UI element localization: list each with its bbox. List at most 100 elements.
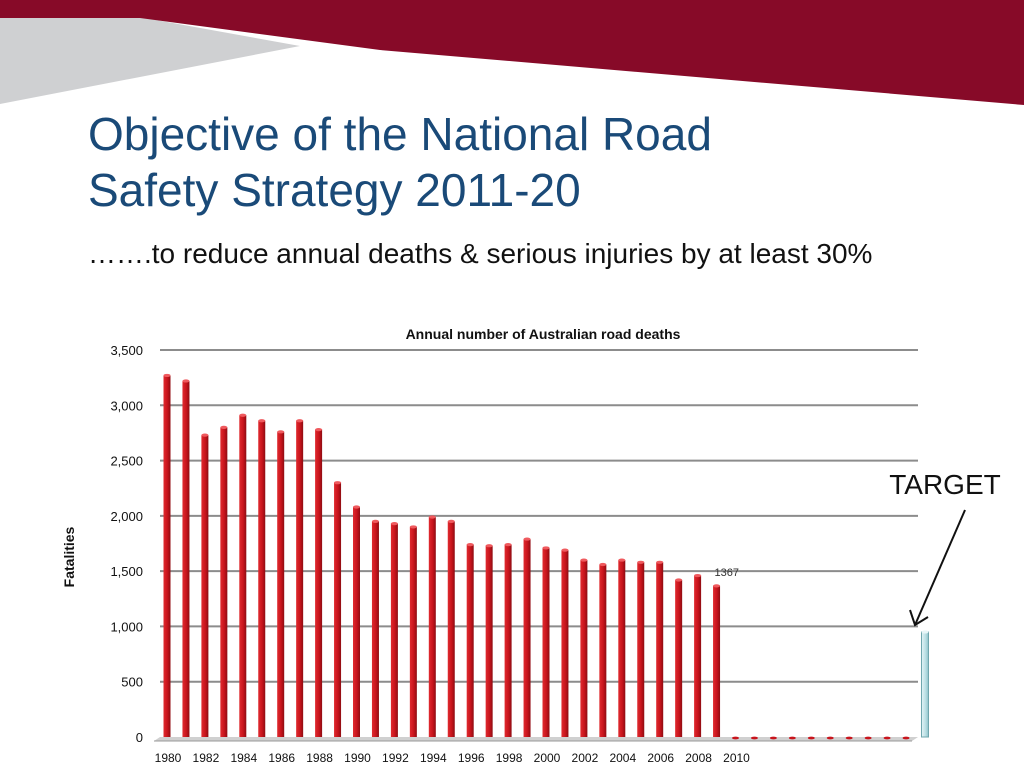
bar-cap	[258, 419, 266, 423]
y-tick-label: 1,500	[110, 564, 143, 579]
bar	[258, 420, 266, 737]
empty-bar-marker	[902, 736, 910, 740]
bar	[656, 562, 664, 737]
bar	[580, 560, 588, 737]
data-label: 1367	[715, 567, 739, 579]
empty-bar-marker	[864, 736, 872, 740]
bar-cap	[315, 428, 323, 432]
header-banner	[0, 0, 1024, 105]
target-bar-cap	[921, 630, 929, 634]
slide-subtitle: …….to reduce annual deaths & serious inj…	[88, 238, 873, 269]
empty-bar-marker	[845, 736, 853, 740]
slide-title-line-1: Objective of the National Road	[88, 108, 712, 160]
bar-cap	[353, 505, 360, 509]
bar-cap	[201, 433, 209, 437]
bar-cap	[637, 560, 645, 564]
empty-bar-marker	[788, 736, 796, 740]
target-label: TARGET	[889, 469, 1000, 500]
x-tick-label: 1982	[193, 751, 220, 765]
target-arrow-head	[909, 609, 929, 627]
bar	[315, 429, 323, 737]
bar-cap	[466, 543, 474, 547]
empty-bar-marker	[883, 736, 891, 740]
y-tick-label: 2,500	[110, 454, 143, 469]
y-tick-label: 3,500	[110, 343, 143, 358]
x-tick-label: 1992	[382, 751, 409, 765]
bar	[409, 526, 417, 737]
floor-plane	[154, 737, 918, 741]
bar-cap	[694, 573, 702, 578]
bar	[466, 544, 474, 737]
x-tick-label: 2006	[647, 751, 674, 765]
bar-cap	[580, 558, 588, 562]
x-tick-label: 1984	[230, 751, 257, 765]
bar-cap	[618, 558, 626, 562]
banner-red-band	[0, 0, 1024, 105]
bar-cap	[504, 543, 512, 547]
empty-bar-marker	[826, 736, 834, 740]
empty-bar-marker	[807, 736, 815, 740]
bar-cap	[485, 544, 493, 548]
bar	[334, 482, 342, 737]
target-arrow-shaft	[914, 509, 966, 626]
bar-cap	[220, 425, 228, 429]
y-tick-label: 3,000	[110, 398, 143, 413]
x-tick-label: 2008	[685, 751, 712, 765]
y-tick-label: 500	[121, 675, 143, 690]
bar	[523, 539, 531, 737]
bar-cap	[542, 546, 550, 550]
x-tick-label: 1988	[306, 751, 333, 765]
bar-cap	[447, 519, 455, 523]
bar-cap	[428, 515, 436, 519]
bar	[618, 560, 626, 737]
bar-cap	[296, 419, 304, 423]
bar-cap	[599, 562, 607, 567]
bar	[504, 544, 512, 737]
chart-title: Annual number of Australian road deaths	[406, 326, 681, 342]
bar-cap	[371, 519, 379, 523]
bar	[637, 562, 645, 737]
bar	[542, 547, 550, 737]
bar-cap	[182, 379, 190, 383]
bar-cap	[390, 521, 398, 526]
x-axis-ticks: 1980 1982 1984 1986 1988 1990 1992 1994 1996 1998…	[155, 751, 751, 765]
y-tick-label: 0	[136, 730, 143, 745]
x-tick-label: 1990	[344, 751, 371, 765]
y-tick-label: 2,000	[110, 509, 143, 524]
bar	[694, 575, 702, 737]
bar	[353, 507, 360, 737]
bar	[163, 375, 171, 737]
x-tick-label: 2002	[572, 751, 599, 765]
y-axis-label: Fatalities	[61, 526, 77, 587]
bar-cap	[656, 560, 664, 564]
bar-cap	[239, 413, 247, 417]
empty-bar-marker	[769, 736, 777, 740]
bar-cap	[523, 537, 531, 541]
bar-cap	[675, 578, 683, 582]
grid-lines	[160, 349, 918, 683]
bar-cap	[561, 548, 569, 552]
x-tick-label: 1998	[496, 751, 523, 765]
bar	[296, 420, 304, 737]
bar	[371, 521, 379, 737]
chart-floor	[154, 737, 918, 742]
bar	[561, 550, 569, 737]
y-tick-label: 1,000	[110, 619, 143, 634]
slide-title: Objective of the National Road Safety St…	[88, 106, 988, 218]
bar-cap	[163, 373, 171, 378]
bar-cap	[277, 430, 285, 434]
x-tick-label: 1996	[458, 751, 485, 765]
x-tick-label: 1986	[268, 751, 295, 765]
bar-cap	[334, 481, 342, 485]
bar	[182, 380, 190, 737]
bar	[447, 521, 455, 737]
bar-cap	[713, 584, 721, 588]
bar	[485, 545, 493, 737]
x-tick-label: 1994	[420, 751, 447, 765]
empty-bar-marker	[732, 736, 739, 740]
bar	[675, 579, 683, 737]
target-bar	[921, 631, 929, 738]
x-tick-label: 2004	[609, 751, 636, 765]
y-axis-ticks: 0 500 1,000 1,500 2,000 2,500 3,000 3,500	[110, 343, 143, 745]
